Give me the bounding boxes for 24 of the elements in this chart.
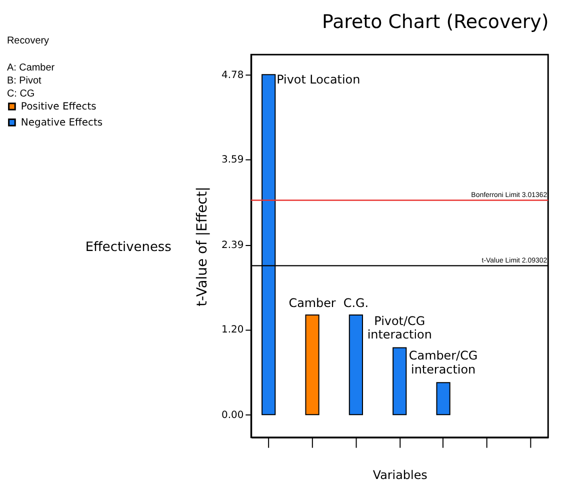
text: C.G. — [343, 296, 369, 310]
y-tick-label: 4.78 — [221, 70, 244, 82]
y-tick-label: 1.20 — [221, 324, 244, 336]
text: Pivot Location — [276, 72, 360, 87]
text: Effectiveness — [85, 240, 172, 255]
y-tick-label: 2.39 — [221, 240, 244, 252]
legend-label: Negative Effects — [20, 117, 103, 128]
text: A: Camber — [6, 62, 56, 74]
bar — [436, 382, 450, 416]
y-axis-title: t-Value of |Effect| — [194, 186, 211, 306]
bar — [348, 314, 363, 416]
chart-title: Pareto Chart (Recovery) — [322, 10, 549, 33]
x-axis-title: Variables — [372, 468, 428, 482]
text: B: Pivot — [6, 76, 42, 87]
text: Camber — [288, 296, 336, 310]
text: Camber/CG interaction — [408, 348, 478, 377]
text: Recovery — [6, 36, 50, 47]
y-tick-label: 0.00 — [221, 410, 244, 422]
bar — [392, 347, 407, 416]
y-tick-label: 3.59 — [221, 154, 244, 166]
text: Pivot/CG interaction — [367, 314, 432, 342]
legend-label: Positive Effects — [20, 101, 96, 112]
text: C: CG — [6, 88, 35, 100]
bar — [305, 314, 320, 416]
